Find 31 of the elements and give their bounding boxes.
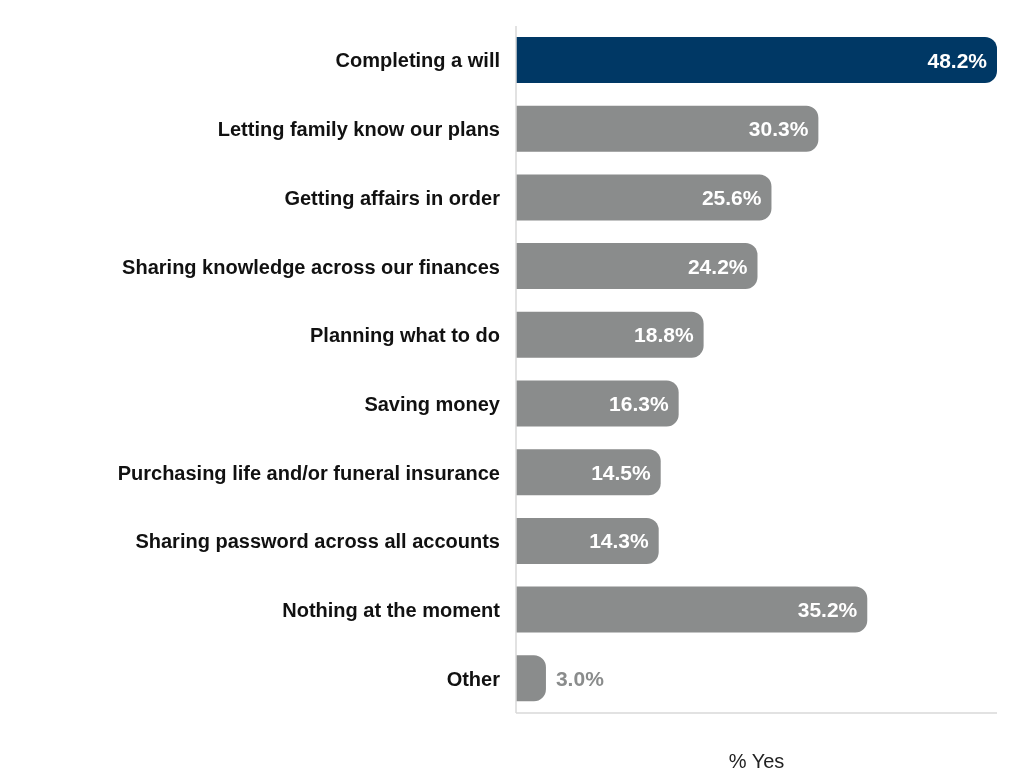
data-label: 14.5% bbox=[591, 460, 652, 484]
x-axis-title: % Yes bbox=[728, 750, 785, 772]
data-label: 14.3% bbox=[589, 529, 650, 553]
bar bbox=[516, 380, 679, 427]
y-tick-label: Sharing knowledge across our finances bbox=[122, 255, 500, 278]
data-label: 18.8% bbox=[634, 323, 694, 347]
y-tick-label: Getting affairs in order bbox=[284, 186, 501, 209]
y-tick-label: Saving money bbox=[364, 392, 501, 415]
y-tick-label: Completing a will bbox=[335, 49, 500, 72]
bar bbox=[516, 243, 758, 290]
data-label: 3.0% bbox=[555, 666, 605, 690]
y-tick-label: Other bbox=[446, 667, 501, 690]
bar bbox=[516, 37, 997, 83]
y-tick-label: Purchasing life and/or funeral insurance bbox=[117, 461, 500, 484]
data-label: 25.6% bbox=[701, 185, 762, 209]
y-tick-label: Letting family know our plans bbox=[217, 118, 500, 141]
bar bbox=[516, 449, 661, 496]
data-label: 35.2% bbox=[797, 598, 858, 622]
y-tick-label: Sharing password across all accounts bbox=[135, 530, 500, 553]
data-label: 24.2% bbox=[687, 254, 748, 278]
bar bbox=[516, 174, 772, 221]
y-tick-label: Planning what to do bbox=[310, 324, 500, 347]
bar bbox=[516, 655, 546, 702]
bar bbox=[516, 586, 868, 633]
data-label: 48.2% bbox=[927, 48, 988, 72]
bar bbox=[516, 517, 659, 564]
y-tick-label: Nothing at the moment bbox=[282, 599, 501, 622]
data-label: 16.3% bbox=[609, 392, 669, 415]
data-label: 30.3% bbox=[748, 117, 809, 141]
bar bbox=[516, 311, 704, 358]
bar bbox=[516, 105, 819, 152]
